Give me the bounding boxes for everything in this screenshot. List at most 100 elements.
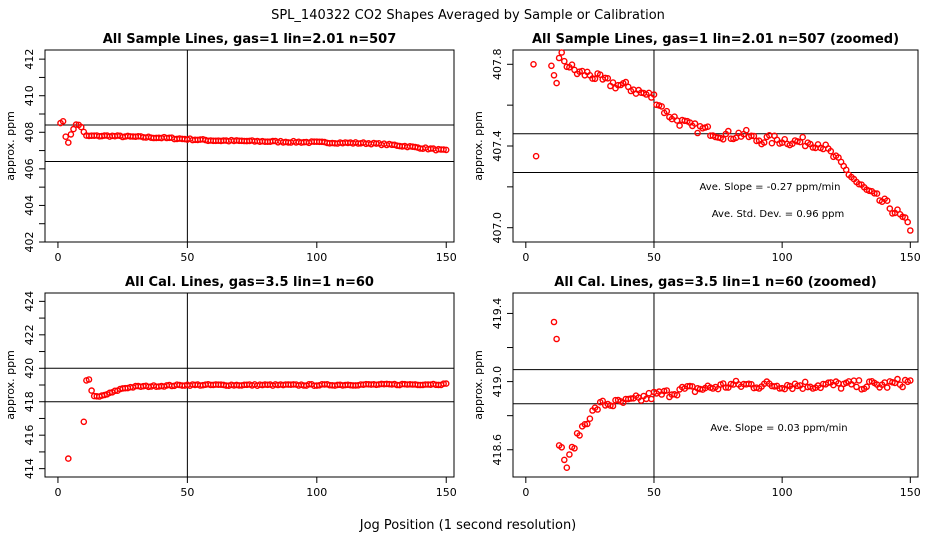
y-tick-label: 410: [23, 85, 36, 106]
data-point: [796, 138, 804, 146]
x-tick-label: 0: [522, 251, 529, 264]
y-tick-label: 406: [23, 158, 36, 179]
data-point: [704, 123, 712, 130]
y-axis-label: approx. ppm: [472, 350, 485, 420]
data-point: [550, 318, 558, 326]
data-point: [801, 378, 809, 386]
data-point: [553, 335, 560, 343]
data-point: [62, 133, 69, 140]
x-tick-label: 50: [180, 486, 194, 499]
data-point: [663, 387, 671, 394]
data-point: [627, 395, 635, 402]
chart-panel-4: All Cal. Lines, gas=3.5 lin=1 n=60 (zoom…: [472, 275, 921, 499]
y-tick-label: 424: [23, 291, 36, 312]
y-tick-label: 412: [23, 49, 36, 70]
figure-xlabel: Jog Position (1 second resolution): [359, 518, 577, 533]
data-point: [871, 189, 878, 197]
y-tick-label: 404: [23, 195, 36, 216]
data-point: [645, 389, 653, 397]
y-tick-label: 407.8: [491, 49, 504, 81]
panel-annotation: Ave. Slope = 0.03 ppm/min: [710, 423, 847, 434]
data-point: [609, 79, 617, 86]
data-point: [794, 382, 801, 390]
data-point: [622, 78, 630, 86]
data-point: [85, 376, 93, 383]
data-point: [550, 72, 558, 79]
data-point: [748, 132, 755, 140]
data-point: [442, 146, 450, 154]
data-point: [609, 402, 617, 410]
plot-frame: [44, 49, 455, 243]
x-tick-label: 150: [436, 486, 457, 499]
x-tick-label: 100: [772, 486, 793, 499]
x-tick-label: 50: [180, 251, 194, 264]
data-point: [604, 75, 612, 82]
data-point: [842, 166, 850, 174]
data-point: [809, 144, 817, 151]
data-point: [650, 91, 658, 98]
data-point: [907, 227, 914, 234]
data-point: [673, 391, 681, 399]
data-point: [563, 464, 571, 472]
data-point: [88, 387, 95, 394]
data-point: [691, 120, 699, 127]
data-point: [676, 122, 683, 129]
y-axis-label: approx. ppm: [472, 111, 485, 181]
panel-title: All Sample Lines, gas=1 lin=2.01 n=507 (…: [532, 32, 899, 47]
data-point: [863, 383, 871, 391]
data-point: [825, 379, 832, 387]
data-point: [745, 380, 753, 388]
data-point: [67, 131, 75, 138]
y-tick-label: 419.0: [491, 366, 504, 398]
data-point: [584, 420, 591, 428]
data-point: [80, 418, 88, 426]
data-point: [594, 406, 601, 413]
data-point: [77, 123, 85, 131]
x-tick-label: 100: [772, 251, 793, 264]
data-point: [853, 383, 860, 391]
data-point: [827, 147, 835, 155]
data-point: [568, 61, 576, 68]
y-tick-label: 420: [23, 358, 36, 379]
data-point: [904, 218, 912, 226]
data-point: [59, 118, 67, 125]
x-tick-label: 50: [647, 486, 661, 499]
y-tick-label: 414: [23, 458, 36, 479]
panel-title: All Cal. Lines, gas=3.5 lin=1 n=60: [125, 275, 374, 290]
chart-panel-3: All Cal. Lines, gas=3.5 lin=1 n=60 0 50 100…: [4, 275, 457, 499]
data-point: [602, 74, 609, 82]
x-tick-label: 100: [306, 486, 327, 499]
data-point: [899, 383, 906, 391]
data-point: [753, 137, 760, 145]
x-tick-label: 100: [306, 251, 327, 264]
data-point: [750, 132, 758, 140]
data-point: [548, 62, 555, 70]
x-tick-label: 150: [900, 251, 921, 264]
y-tick-label: 407.4: [491, 130, 504, 162]
data-point: [65, 455, 72, 462]
data-point: [72, 121, 80, 128]
x-tick-label: 0: [54, 486, 61, 499]
data-point: [894, 375, 901, 383]
x-tick-label: 150: [900, 486, 921, 499]
x-tick-label: 0: [522, 486, 529, 499]
data-point: [440, 146, 447, 153]
data-point: [563, 63, 571, 71]
chart-panel-1: All Sample Lines, gas=1 lin=2.01 n=507 0 5…: [4, 32, 457, 264]
data-point: [648, 395, 655, 403]
data-point: [658, 103, 666, 110]
data-point: [694, 129, 701, 137]
data-point: [907, 377, 914, 384]
data-point: [883, 197, 891, 204]
plot-frame: [512, 292, 919, 478]
data-point: [722, 384, 730, 391]
data-point: [768, 139, 776, 147]
y-tick-label: 407.0: [491, 212, 504, 244]
data-point: [873, 190, 881, 197]
y-tick-label: 416: [23, 425, 36, 446]
data-point: [558, 49, 566, 56]
data-points: [530, 49, 914, 234]
chart-panel-2: All Sample Lines, gas=1 lin=2.01 n=507 (…: [472, 32, 921, 264]
x-tick-label: 150: [436, 251, 457, 264]
